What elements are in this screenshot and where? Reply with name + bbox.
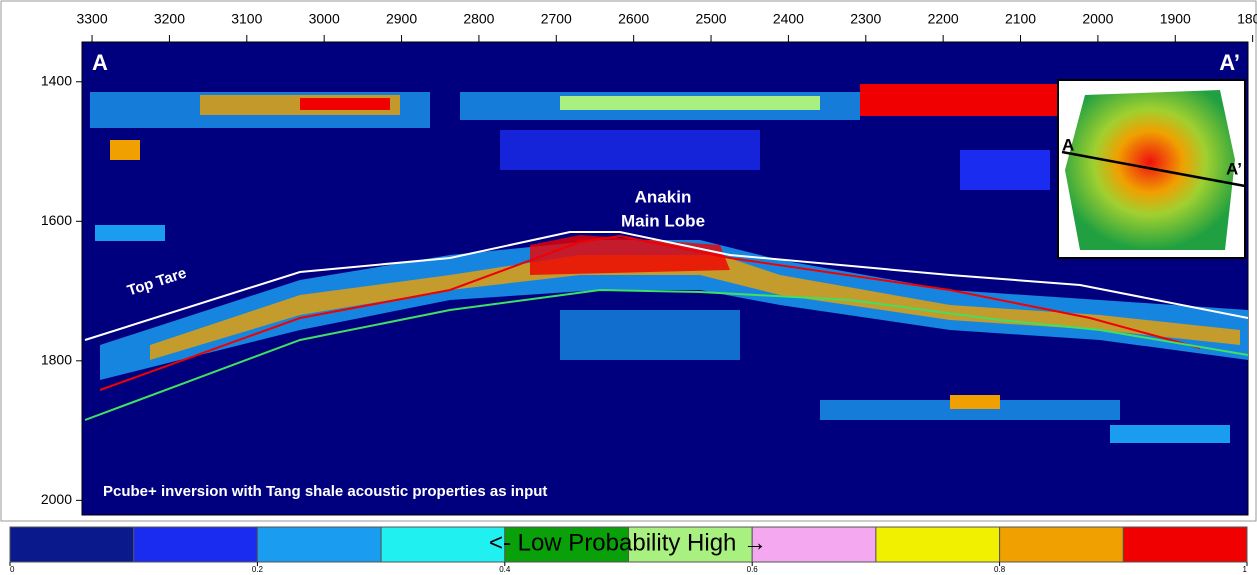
lobe-label: Anakin [635, 187, 692, 206]
x-tick-label: 2700 [541, 11, 572, 27]
colorbar-swatch [10, 527, 134, 562]
x-tick-label: 3200 [154, 11, 185, 27]
y-tick-label: 1400 [41, 72, 72, 88]
colorbar-tick-label: 0.4 [499, 565, 511, 574]
colorbar-tick-label: 0.6 [747, 565, 759, 574]
colorbar-swatch [876, 527, 1000, 562]
x-tick-label: 2500 [695, 11, 726, 27]
caption: Pcube+ inversion with Tang shale acousti… [103, 483, 547, 500]
colorbar-swatch [1000, 527, 1124, 562]
colorbar-swatch [257, 527, 381, 562]
inset-label-right: A’ [1226, 159, 1242, 178]
y-tick-label: 1600 [41, 212, 72, 228]
y-tick-label: 2000 [41, 491, 72, 507]
x-tick-label: 2300 [850, 11, 881, 27]
x-tick-label: 2400 [773, 11, 804, 27]
x-tick-label: 1900 [1160, 11, 1191, 27]
colorbar-tick-label: 0.8 [994, 565, 1006, 574]
lobe-label: Main Lobe [621, 211, 705, 230]
colorbar-tick-label: 0.2 [252, 565, 264, 574]
x-tick-label: 2900 [386, 11, 417, 27]
colorbar-swatch [752, 527, 876, 562]
colorbar-tick-label: 0 [10, 565, 15, 574]
x-tick-label: 3100 [231, 11, 262, 27]
y-tick-label: 1800 [41, 352, 72, 368]
colorbar-swatch [134, 527, 258, 562]
x-tick-label: 2800 [463, 11, 494, 27]
figure: A A’ Anakin Main Lobe Top Tare Pcube+ in… [0, 0, 1257, 575]
colorbar-swatch [381, 527, 505, 562]
x-tick-label: 1800 [1237, 11, 1257, 27]
section-label-right: A’ [1219, 50, 1240, 75]
section-label-left: A [92, 50, 108, 75]
colorbar-tick-label: 1 [1243, 565, 1248, 574]
colorbar-title: <- Low Probability High → [489, 529, 767, 556]
page: {"section": { "x_ticks": [3300, 3200, 31… [0, 0, 1257, 575]
x-tick-label: 2600 [618, 11, 649, 27]
inset-label-left: A [1062, 135, 1074, 154]
x-tick-label: 2100 [1005, 11, 1036, 27]
inset-map: A A’ [1058, 80, 1245, 258]
colorbar-swatch [1123, 527, 1247, 562]
x-tick-label: 2200 [928, 11, 959, 27]
x-tick-label: 3300 [76, 11, 107, 27]
x-tick-label: 2000 [1082, 11, 1113, 27]
x-tick-label: 3000 [309, 11, 340, 27]
